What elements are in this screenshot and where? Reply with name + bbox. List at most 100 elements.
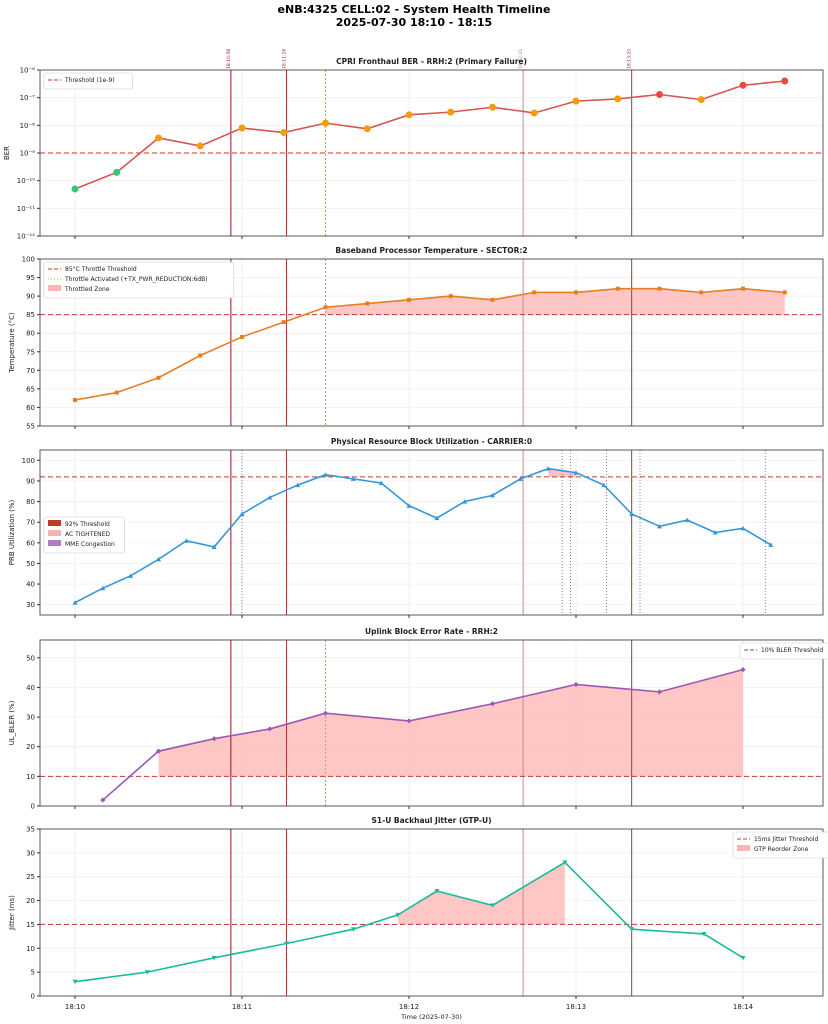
y-tick-label: 10 [26,773,35,781]
data-point [240,334,244,339]
data-point [740,525,746,531]
panel-3 [37,449,824,618]
data-point [701,931,707,937]
y-axis-label: Temperature (°C) [8,312,16,374]
data-point [378,480,384,485]
y-axis-label: PRB Utilization (%) [8,499,16,565]
data-point [530,109,538,117]
data-point [128,573,134,578]
data-point [295,482,301,488]
data-point [155,748,162,754]
y-tick-label: 40 [26,684,35,692]
y-tick-label: 50 [26,560,35,568]
y-tick-label: 80 [26,498,35,506]
data-point [363,125,371,133]
y-tick-label: 100 [22,256,35,264]
y-axis-label: UL_BLER (%) [8,700,16,745]
data-point [532,290,537,295]
legend-label: GTP Reorder Zone [754,846,809,853]
data-point [614,95,622,103]
data-point [574,290,578,295]
plot-frame [39,449,824,616]
y-tick-label: 10⁻⁹ [20,150,36,158]
data-point [629,511,635,516]
y-tick-label: 20 [26,897,35,905]
y-tick-label: 10⁻⁶ [20,67,36,75]
legend-label: 10% BLER Threshold [761,647,823,654]
data-point [267,494,273,500]
data-point [238,124,246,132]
data-point [739,81,747,89]
bler-zone [158,669,743,777]
y-tick-label: 30 [26,601,35,609]
data-point [572,97,580,105]
legend-label: 92% Threshold [65,521,110,528]
data-point [657,523,662,529]
data-point [712,530,718,535]
legend-label: 85°C Throttle Threshold [65,266,137,273]
panel-title: Uplink Block Error Rate - RRH:2 [365,627,498,636]
figure-title: eNB:4325 CELL:02 - System Health Timelin… [277,3,551,16]
gtp-reorder-zone [397,862,565,925]
legend [739,642,828,660]
legend-label: MME Congestion [65,541,115,548]
data-point [281,320,286,325]
plot-frame [39,639,824,807]
data-point [656,91,663,99]
legend-label: Threshold (1e-9) [64,77,115,84]
y-tick-label: 60 [26,539,35,547]
data-point [183,538,189,543]
data-point [697,96,705,104]
y-tick-label: 10⁻¹¹ [17,205,35,213]
data-point [489,103,496,111]
panel-title: Baseband Processor Temperature - SECTOR:… [335,246,527,255]
throttled-zone [325,288,785,315]
data-point [407,297,411,302]
data-point [73,398,77,403]
data-point [489,701,496,707]
y-tick-label: 40 [26,581,35,589]
data-point [72,600,78,605]
data-point [350,476,356,481]
plot-frame [39,828,824,997]
legend-label: 15ms Jitter Threshold [754,836,818,843]
x-tick-label: 18:14 [733,1003,754,1011]
y-tick-label: 10⁻⁸ [20,122,36,130]
data-point [768,542,774,547]
legend-label: AC TIGHTENED [65,531,110,538]
data-point [323,305,328,310]
legend-swatch [737,845,750,851]
data-point [100,585,106,591]
data-point [72,979,78,985]
y-tick-label: 10 [26,945,35,953]
data-point [562,860,568,865]
plot-frame [39,69,824,237]
panel-title: Physical Resource Block Utilization - CA… [331,437,532,446]
data-point [448,294,453,299]
y-axis-label: Jitter (ms) [8,895,16,931]
event-marker-label: 18:11:16 [282,49,288,69]
data-point [740,667,746,673]
data-point [699,290,704,295]
series-line [74,467,772,604]
data-point [113,168,121,176]
data-point [322,119,329,127]
x-tick-label: 18:11 [232,1003,252,1011]
y-tick-label: 90 [26,477,35,485]
data-point [211,544,217,549]
y-tick-label: 10⁻¹⁰ [17,177,35,185]
panel-2 [37,258,824,429]
data-point [196,142,204,150]
y-tick-label: 10⁻¹² [17,233,35,241]
y-tick-label: 5 [31,969,35,977]
y-tick-label: 70 [26,519,35,527]
data-point [573,470,579,475]
data-point [405,111,413,119]
data-point [155,134,162,142]
y-tick-label: 100 [22,457,35,465]
x-tick-label: 18:10 [65,1003,85,1011]
figure-subtitle: 2025-07-30 18:10 - 18:15 [335,16,493,29]
y-tick-label: 15 [26,921,35,929]
data-point [615,286,620,291]
data-point [323,472,328,477]
